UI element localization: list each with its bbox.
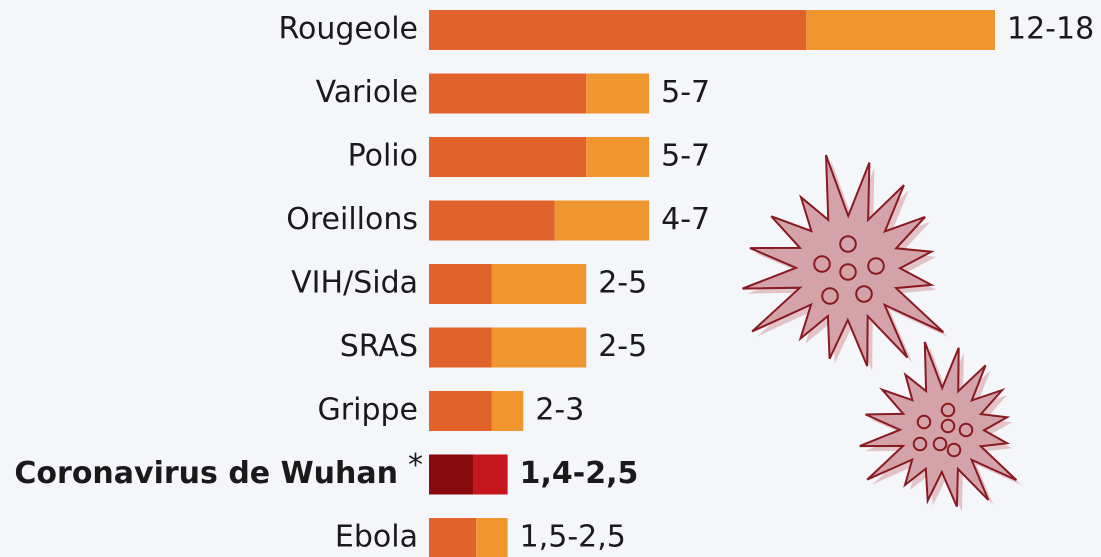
bar-range <box>586 137 650 177</box>
virus-dot <box>958 422 974 438</box>
category-label: SRAS <box>340 329 418 364</box>
value-label: 2-3 <box>535 393 584 428</box>
note-marker: * <box>408 448 423 483</box>
virus-body <box>859 341 1018 507</box>
virus-dot <box>912 436 928 452</box>
category-label: Variole <box>316 75 418 110</box>
value-label: 12-18 <box>1007 12 1094 47</box>
bar-low <box>429 454 474 495</box>
bar-range <box>491 264 587 304</box>
virus-illustration <box>742 154 1022 512</box>
bar-range <box>586 73 650 114</box>
category-label: VIH/Sida <box>291 266 418 301</box>
virus-dot <box>813 255 831 273</box>
value-label: 5-7 <box>661 75 710 110</box>
category-label: Ebola <box>335 520 418 555</box>
category-label: Polio <box>348 139 418 174</box>
value-label: 1,4-2,5 <box>520 456 639 491</box>
bar-range <box>476 518 508 557</box>
value-label: 2-5 <box>598 266 647 301</box>
value-label: 4-7 <box>661 202 710 237</box>
value-label: 1,5-2,5 <box>520 520 626 555</box>
category-label: Coronavirus de Wuhan <box>14 456 398 491</box>
category-label: Oreillons <box>286 202 418 237</box>
virus-dot <box>946 442 962 458</box>
bar-range <box>473 454 508 495</box>
value-label: 5-7 <box>661 139 710 174</box>
bar-range <box>554 200 650 241</box>
bar-low <box>429 200 555 241</box>
bar-range <box>806 10 995 50</box>
bar-low <box>429 264 492 304</box>
virus-dot <box>940 418 956 434</box>
bar-low <box>429 10 807 50</box>
bar-range <box>491 327 587 368</box>
virus-dot <box>855 285 873 303</box>
virus-dot <box>839 263 857 281</box>
virus-body <box>742 154 945 367</box>
virus-dot <box>940 402 956 418</box>
virus-dot <box>916 414 932 430</box>
category-label: Grippe <box>318 393 418 428</box>
bar-low <box>429 327 492 368</box>
value-label: 2-5 <box>598 329 647 364</box>
bar-low <box>429 137 587 177</box>
bar-low <box>429 518 477 557</box>
category-label: Rougeole <box>278 12 418 47</box>
virus-dot <box>839 235 857 253</box>
virus-dot <box>821 287 839 305</box>
bar-low <box>429 73 587 114</box>
virus-dot <box>932 436 948 452</box>
virus-dot <box>867 257 885 275</box>
bar-range <box>491 391 524 431</box>
bar-low <box>429 391 492 431</box>
